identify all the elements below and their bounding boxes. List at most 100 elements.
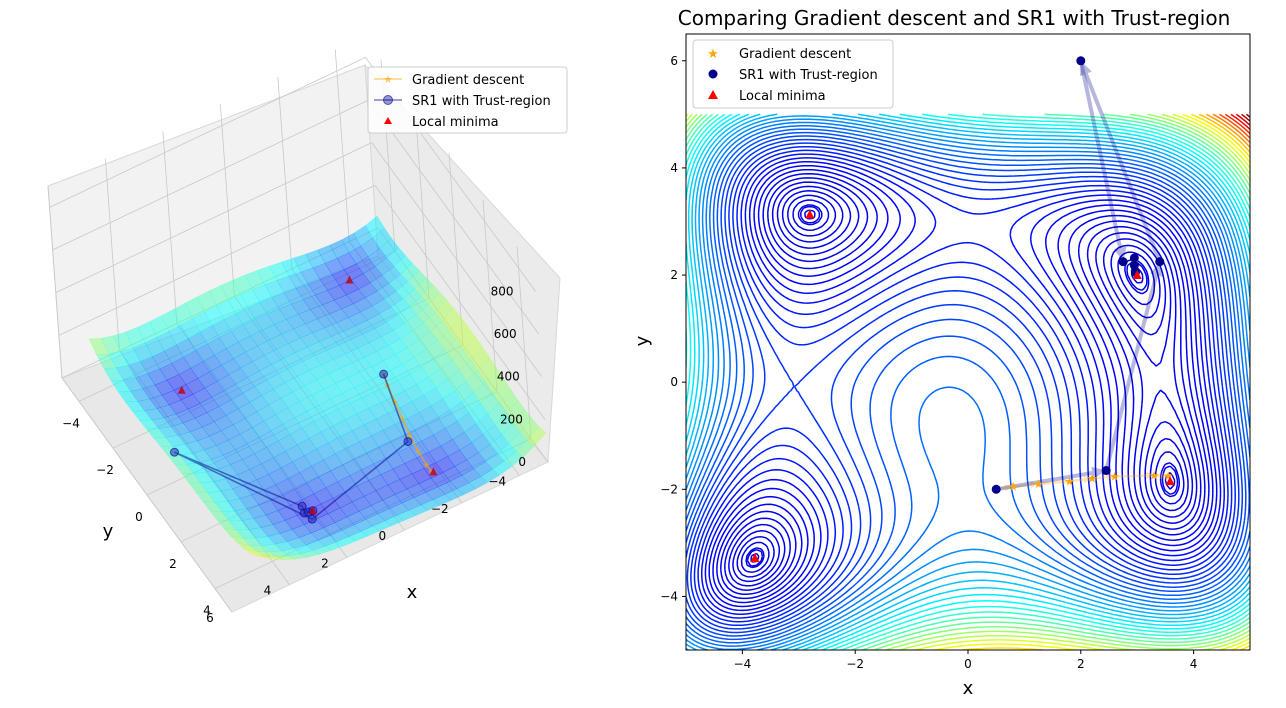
contour-level — [732, 190, 1194, 583]
contour-level — [1246, 113, 1250, 118]
contour-level — [686, 138, 1244, 634]
z-ticks-3d: 0 200 400 600 800 — [491, 284, 526, 469]
contour-level — [700, 157, 1225, 615]
gd-point-3d: ★ — [406, 431, 414, 441]
contour-level — [746, 205, 1179, 567]
contour-level — [1206, 113, 1250, 148]
local-minimum-3d — [429, 467, 438, 476]
y-tick-label-3d: −4 — [488, 475, 506, 489]
local-minimum-3d — [308, 506, 317, 515]
gd-point: ★ — [1109, 469, 1120, 483]
y-tick-label: −2 — [660, 482, 678, 496]
contour-level — [704, 161, 1222, 612]
z-tick-label-3d: 400 — [497, 370, 520, 384]
gd-point-3d: ★ — [398, 415, 406, 425]
x-axis-label-3d: x — [407, 582, 418, 603]
contour-level — [686, 142, 1240, 630]
z-tick-label-3d: 600 — [494, 327, 517, 341]
legend-star-glyph: ★ — [707, 47, 719, 62]
contour-level — [686, 113, 1250, 650]
legend-label: Gradient descent — [412, 73, 524, 88]
contour-level — [686, 125, 1250, 647]
sr1-point — [1155, 257, 1165, 267]
x-tick-label: 2 — [1077, 657, 1085, 671]
gd-point: ★ — [1008, 480, 1019, 494]
contour-level — [686, 118, 1250, 650]
legend-item-minima: Local minima — [708, 89, 826, 104]
contour-level — [728, 185, 1198, 587]
legend-label: Local minima — [739, 89, 826, 104]
y-tick-label-3d: 2 — [321, 556, 329, 570]
y-tick-label-3d: 6 — [206, 611, 214, 625]
gd-arrow — [1069, 475, 1093, 484]
local-minimum — [1165, 476, 1175, 486]
gd-arrow — [1012, 481, 1039, 489]
gd-point: ★ — [1163, 469, 1174, 483]
y-tick-label: −4 — [660, 589, 678, 603]
contour-level — [697, 153, 1229, 619]
y-axis-label: y — [632, 335, 653, 346]
contour-level — [690, 145, 1236, 627]
sr1-point — [1118, 257, 1128, 267]
y-tick-label-3d: 4 — [264, 584, 272, 598]
legend-item-gradient-descent-3d: ★ Gradient descent — [374, 73, 524, 88]
z-tick-label-3d: 800 — [491, 284, 514, 298]
y-tick-label: 4 — [670, 161, 678, 175]
gd-point: ★ — [1149, 468, 1160, 482]
sr1-point — [991, 484, 1001, 494]
x-axis-label: x — [963, 678, 974, 699]
contour-plot: Comparing Gradient descent and SR1 with … — [632, 6, 1251, 699]
legend-item-gradient-descent: ★ Gradient descent — [707, 47, 851, 62]
y-tick-label: 6 — [670, 54, 678, 68]
x-ticks: −4 −2 0 2 4 — [734, 650, 1197, 671]
contour-level — [686, 115, 1250, 650]
contour-level — [1212, 113, 1250, 144]
gd-arrow — [1114, 471, 1155, 480]
x-tick-label-3d: 2 — [169, 557, 177, 571]
contour-level — [740, 199, 1185, 574]
gd-arrow — [1091, 473, 1115, 481]
x-ticks-3d: −4 −2 0 2 4 — [62, 416, 211, 617]
gd-point-3d: ★ — [422, 461, 430, 471]
x-tick-label-3d: −2 — [96, 463, 114, 477]
legend-3d: ★ Gradient descent SR1 with Trust-region… — [367, 66, 568, 134]
x-tick-label-3d: 4 — [203, 604, 211, 618]
sr1-point — [1129, 260, 1139, 270]
local-minimum — [805, 209, 815, 219]
sr1-point — [1076, 56, 1086, 66]
legend-item-sr1: SR1 with Trust-region — [708, 68, 878, 83]
sr1-point — [1129, 253, 1139, 263]
y-ticks: −4 −2 0 2 4 6 — [660, 54, 686, 603]
contour-level — [736, 194, 1189, 578]
legend-label: Gradient descent — [739, 47, 851, 62]
z-tick-label-3d: 200 — [500, 412, 523, 426]
y-tick-label: 0 — [670, 375, 678, 389]
x-tick-label: 0 — [964, 657, 972, 671]
legend: ★ Gradient descent SR1 with Trust-region… — [692, 39, 894, 109]
contour-level — [686, 135, 1247, 637]
x-tick-label: −4 — [734, 657, 752, 671]
contour-lines — [686, 113, 1250, 650]
legend-item-sr1-3d: SR1 with Trust-region — [374, 94, 551, 109]
legend-label: Local minima — [412, 115, 499, 130]
contour-level — [686, 113, 1250, 650]
contour-level — [1230, 113, 1250, 130]
contour-level — [724, 181, 1202, 591]
path-markers: ★ ★ ★ ★ ★ ★ ★ — [750, 56, 1175, 563]
local-minimum — [750, 553, 760, 563]
legend-item-minima-3d: Local minima — [384, 115, 499, 130]
legend-label: SR1 with Trust-region — [739, 68, 878, 83]
surface-mesh — [88, 215, 547, 561]
contour-level — [708, 164, 1218, 608]
contour-level — [720, 177, 1206, 596]
contour-level — [716, 172, 1210, 600]
chart-title: Comparing Gradient descent and SR1 with … — [678, 6, 1231, 30]
contour-level — [686, 113, 1250, 650]
local-minimum-3d — [177, 385, 186, 394]
contour-level — [1219, 113, 1250, 139]
y-tick-label: 2 — [670, 268, 678, 282]
gd-arrow — [1154, 472, 1169, 480]
contour-level — [686, 128, 1250, 644]
x-tick-label-3d: 0 — [135, 510, 143, 524]
